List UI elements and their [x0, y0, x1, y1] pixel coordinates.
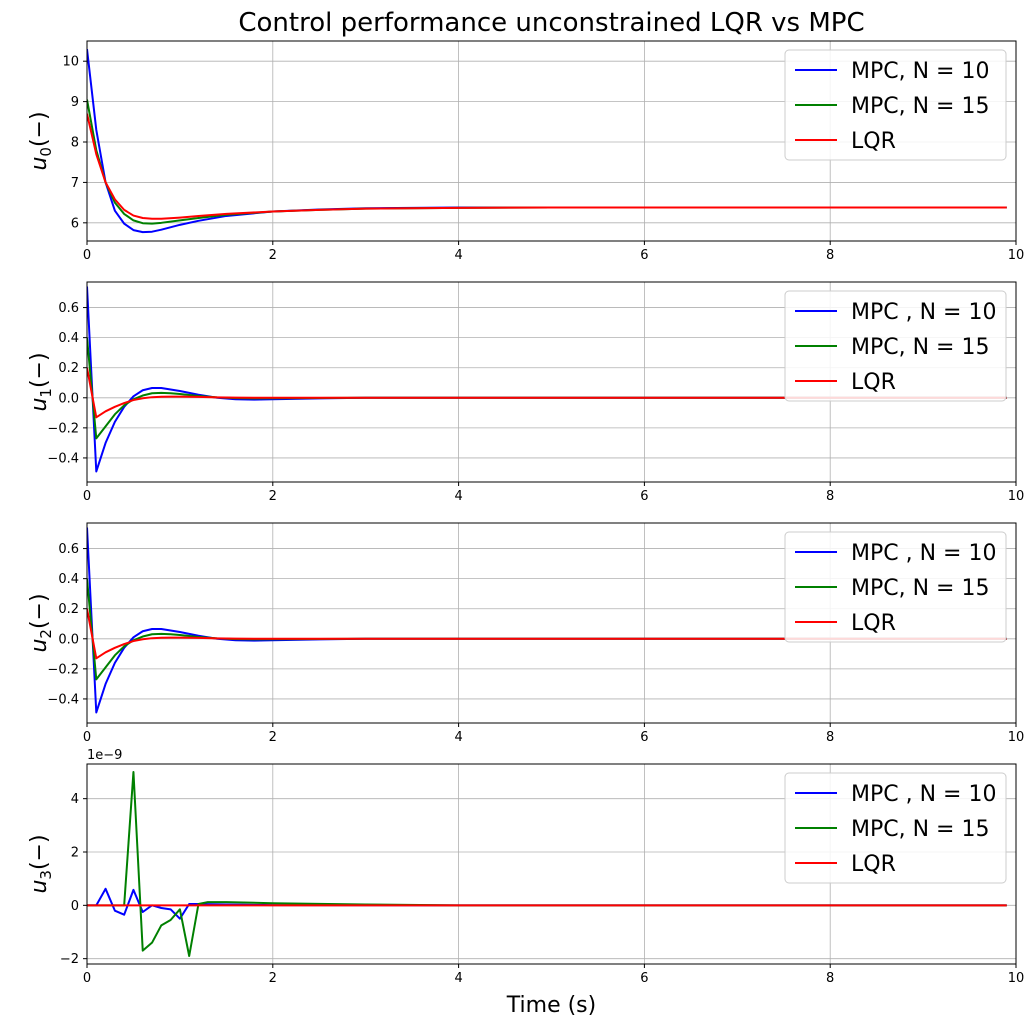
x-tick-label: 10 [1008, 971, 1025, 986]
legend-entry: LQR [851, 611, 896, 636]
legend-entry: MPC, N = 15 [851, 335, 989, 360]
subplot-3: 0 2 4 6 8 10 −2 0 2 4 1e−9 u3(−) MPC , N = 10 MPC, N … [27, 748, 1024, 986]
x-tick-label: 2 [269, 971, 277, 986]
x-tick-label: 0 [83, 971, 91, 986]
y-tick-label: 0.6 [58, 542, 79, 557]
y-tick-label: 2 [71, 846, 79, 861]
x-tick-label: 4 [454, 730, 462, 745]
x-tick-label: 8 [826, 971, 834, 986]
x-tick-label: 4 [454, 489, 462, 504]
series-line-2 [87, 367, 1007, 419]
y-tick-label: 7 [71, 176, 79, 191]
x-tick-label: 6 [640, 971, 648, 986]
x-tick-label: 0 [83, 730, 91, 745]
legend: MPC, N = 10 MPC, N = 15 LQR [784, 49, 1007, 161]
x-tick-label: 0 [83, 489, 91, 504]
y-axis-label: u1(−) [27, 352, 55, 411]
legend-frame [784, 49, 1007, 161]
x-tick-label: 6 [640, 489, 648, 504]
x-tick-label: 10 [1008, 730, 1025, 745]
legend-frame [784, 290, 1007, 402]
chart-title: Control performance unconstrained LQR vs… [238, 8, 864, 38]
axes-frame [86, 40, 1017, 242]
subplots-container: 0 2 4 6 8 10 6 7 8 9 10 u0(−) MPC, N = 10 MPC, N = 15… [27, 40, 1025, 986]
x-tick-label: 4 [454, 971, 462, 986]
y-tick-label: 0.6 [58, 301, 79, 316]
legend-entry: MPC, N = 15 [851, 94, 989, 119]
legend-entry: MPC, N = 10 [851, 59, 989, 84]
x-tick-label: 0 [83, 248, 91, 263]
x-axis-label: Time (s) [506, 993, 596, 1018]
y-axis-label: u3(−) [27, 834, 55, 893]
x-tick-label: 8 [826, 248, 834, 263]
axes-frame [86, 281, 1017, 483]
legend: MPC , N = 10 MPC, N = 15 LQR [784, 290, 1007, 402]
x-tick-label: 2 [269, 489, 277, 504]
axes-frame [86, 522, 1017, 724]
x-tick-label: 4 [454, 248, 462, 263]
y-tick-label: 0.0 [58, 391, 79, 406]
legend: MPC , N = 10 MPC, N = 15 LQR [784, 772, 1007, 884]
subplot-1: 0 2 4 6 8 10 −0.4 −0.2 0.0 0.2 0.4 0.6 u1(−) MPC , N … [27, 281, 1025, 504]
legend-entry: MPC, N = 15 [851, 817, 989, 842]
axes-frame [86, 763, 1017, 965]
y-tick-label: 0.4 [58, 572, 79, 587]
y-tick-label: 10 [62, 55, 79, 70]
series-line-2 [87, 608, 1007, 660]
y-tick-label: 0.4 [58, 331, 79, 346]
y-tick-label: −0.2 [47, 662, 79, 677]
legend-entry: LQR [851, 852, 896, 877]
series-line-2 [87, 113, 1007, 220]
y-tick-label: 0 [71, 899, 79, 914]
legend-entry: MPC , N = 10 [851, 300, 996, 325]
legend-frame [784, 772, 1007, 884]
y-tick-label: 0.0 [58, 632, 79, 647]
y-tick-label: 9 [71, 95, 79, 110]
y-tick-label: −0.4 [47, 451, 79, 466]
y-tick-label: 0.2 [58, 361, 79, 376]
y-axis-label: u0(−) [27, 111, 55, 170]
y-tick-label: 8 [71, 136, 79, 151]
legend: MPC , N = 10 MPC, N = 15 LQR [784, 531, 1007, 643]
y-axis-label: u2(−) [27, 593, 55, 652]
x-tick-label: 6 [640, 730, 648, 745]
y-tick-label: 6 [71, 216, 79, 231]
x-tick-label: 2 [269, 248, 277, 263]
y-tick-label: −0.4 [47, 692, 79, 707]
legend-entry: LQR [851, 129, 896, 154]
y-tick-label: −0.2 [47, 421, 79, 436]
y-tick-label: −2 [60, 952, 79, 967]
x-tick-label: 6 [640, 248, 648, 263]
legend-frame [784, 531, 1007, 643]
legend-entry: MPC , N = 10 [851, 541, 996, 566]
y-tick-label: 0.2 [58, 602, 79, 617]
y-tick-label: 4 [71, 792, 79, 807]
subplot-0: 0 2 4 6 8 10 6 7 8 9 10 u0(−) MPC, N = 10 MPC, N = 15… [27, 40, 1025, 263]
y-offset-text: 1e−9 [87, 748, 122, 763]
subplot-2: 0 2 4 6 8 10 −0.4 −0.2 0.0 0.2 0.4 0.6 u2(−) MPC , N … [27, 522, 1025, 745]
legend-entry: MPC, N = 15 [851, 576, 989, 601]
series-line-0 [87, 887, 1007, 920]
x-tick-label: 2 [269, 730, 277, 745]
legend-entry: LQR [851, 370, 896, 395]
legend-entry: MPC , N = 10 [851, 782, 996, 807]
x-tick-label: 10 [1008, 248, 1025, 263]
x-tick-label: 8 [826, 730, 834, 745]
x-tick-label: 8 [826, 489, 834, 504]
x-tick-label: 10 [1008, 489, 1025, 504]
